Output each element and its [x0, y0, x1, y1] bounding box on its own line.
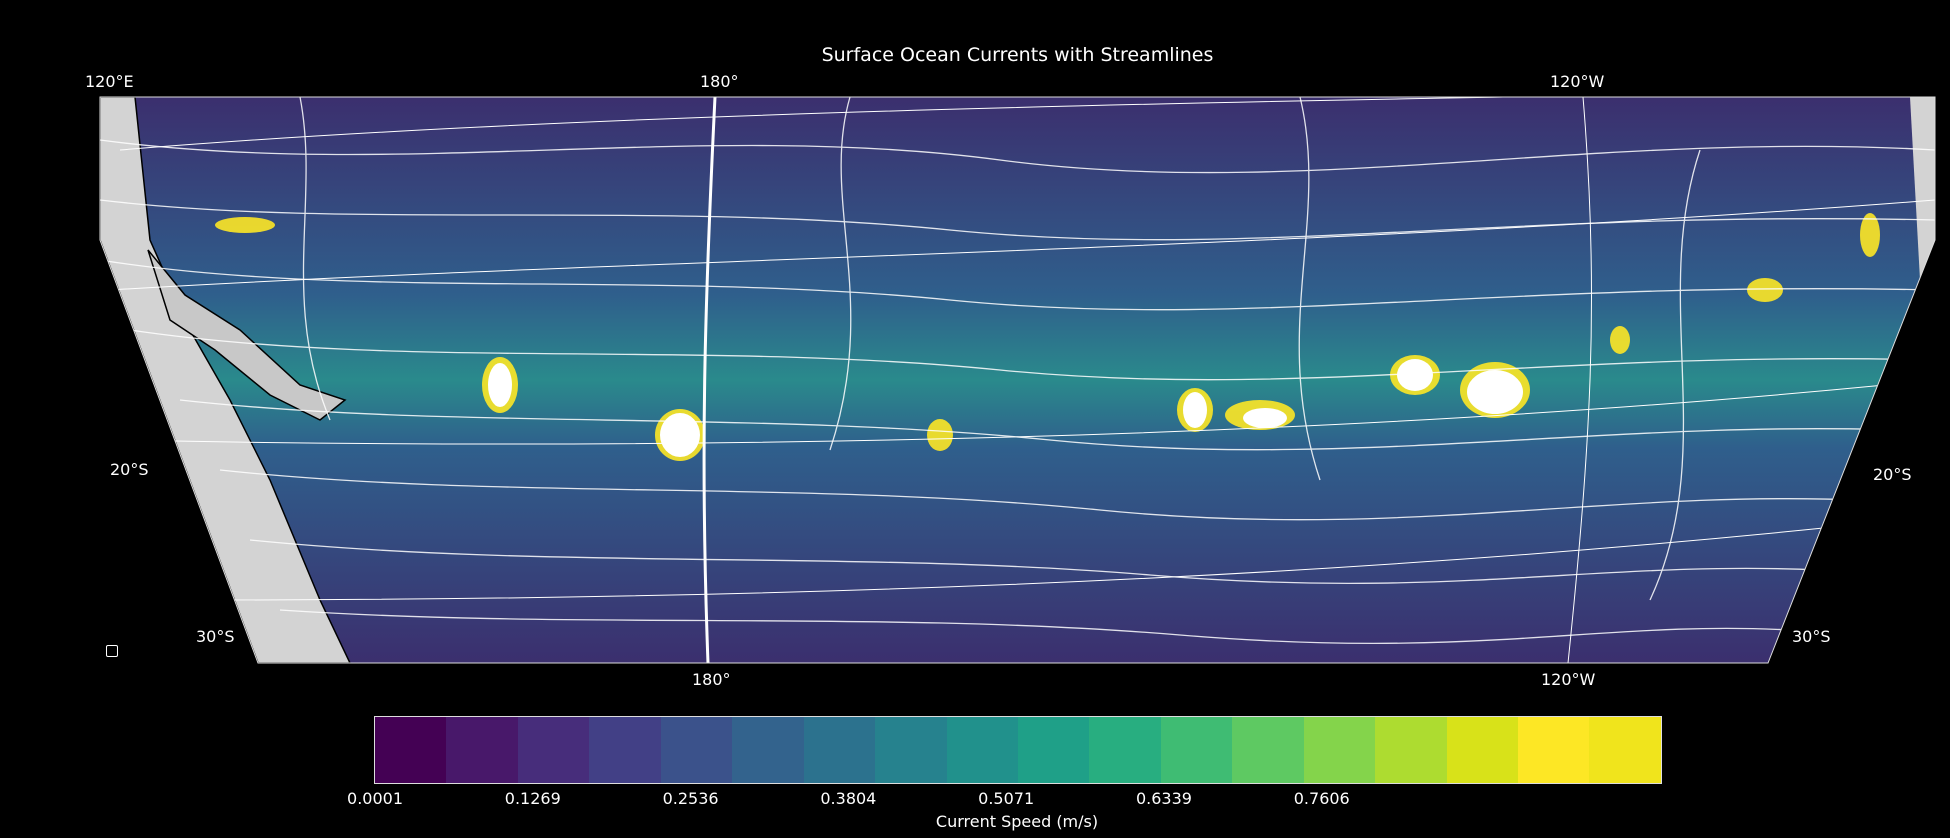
- colorbar-segment: [660, 717, 733, 783]
- peak-current-cores: [488, 359, 1523, 457]
- colorbar-segment: [803, 717, 876, 783]
- colorbar-segment: [517, 717, 590, 783]
- ocean-current-map: [99, 96, 1936, 664]
- colorbar-segment: [732, 717, 804, 783]
- colorbar-segment: [1017, 717, 1090, 783]
- colorbar-segment: [875, 717, 947, 783]
- colorbar-tick-label: 0.7606: [1293, 789, 1350, 808]
- colorbar-segment: [589, 717, 661, 783]
- colorbar-segment: [1589, 717, 1661, 783]
- colorbar-segment: [1160, 717, 1233, 783]
- colorbar-segment: [1375, 717, 1447, 783]
- lon-label-120w-top: 120°W: [1550, 72, 1605, 91]
- colorbar-tick-label: 0.2536: [662, 789, 719, 808]
- colorbar-segment: [375, 717, 447, 783]
- lat-label-20s-right: 20°S: [1873, 465, 1912, 484]
- map-boundary: [99, 96, 1936, 664]
- colorbar-label: Current Speed (m/s): [935, 812, 1099, 831]
- colorbar-tick-label: 0.6339: [1135, 789, 1192, 808]
- colorbar-segment: [446, 717, 518, 783]
- colorbar: [374, 716, 1662, 784]
- lat-label-30s-left: 30°S: [196, 627, 235, 646]
- colorbar-tick-label: 0.1269: [504, 789, 561, 808]
- colorbar-tick-label: 0.0001: [347, 789, 403, 808]
- colorbar-tick-label: 0.5071: [978, 789, 1035, 808]
- small-square-marker: [106, 645, 118, 657]
- colorbar-segment: [1232, 717, 1304, 783]
- colorbar-tick-label: 0.3804: [820, 789, 877, 808]
- colorbar-segment: [1518, 717, 1590, 783]
- map-title: Surface Ocean Currents with Streamlines: [821, 44, 1214, 66]
- lat-label-20s-left: 20°S: [110, 460, 149, 479]
- lon-label-120w-bottom: 120°W: [1541, 670, 1596, 689]
- colorbar-segment: [1446, 717, 1518, 783]
- lon-label-180-bottom: 180°: [692, 670, 731, 689]
- land-mass-new-guinea: [147, 249, 347, 421]
- colorbar-segment: [946, 717, 1018, 783]
- land-mass-east: [1910, 97, 1935, 300]
- lon-label-120e-top: 120°E: [85, 72, 134, 91]
- colorbar-segment: [1303, 717, 1376, 783]
- graticule: [109, 97, 1935, 663]
- map-area: [100, 97, 1935, 663]
- colorbar-segment: [1089, 717, 1161, 783]
- lon-label-180-top: 180°: [700, 72, 739, 91]
- lat-label-30s-right: 30°S: [1792, 627, 1831, 646]
